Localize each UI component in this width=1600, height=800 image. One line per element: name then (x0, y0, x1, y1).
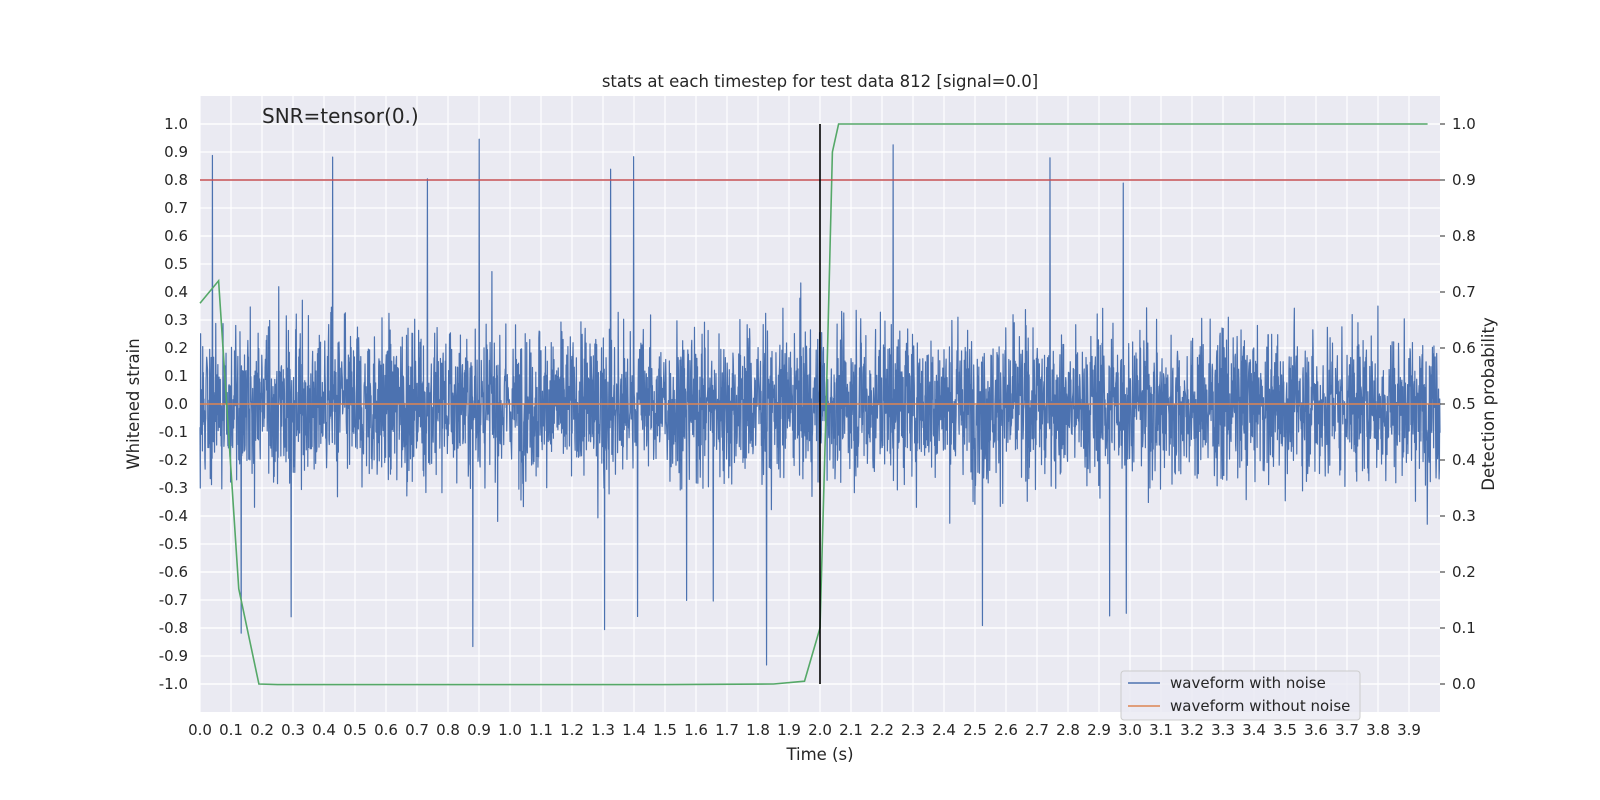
y2-tick-label: 0.7 (1452, 283, 1476, 301)
x-tick-label: 0.3 (281, 721, 305, 739)
y2-axis-label: Detection probability (1479, 317, 1498, 491)
y-tick-label: -0.4 (159, 507, 188, 525)
x-tick-label: 3.6 (1304, 721, 1328, 739)
y-tick-label: 0.6 (164, 227, 188, 245)
x-tick-label: 3.1 (1149, 721, 1173, 739)
series-line-detection-probability (199, 123, 1428, 686)
x-tick-label: 0.5 (343, 721, 367, 739)
x-tick-label: 1.0 (498, 721, 522, 739)
y-tick-label: 0.0 (164, 395, 188, 413)
x-tick-label: 1.8 (746, 721, 770, 739)
x-tick-label: 3.3 (1211, 721, 1235, 739)
y2-tick-label: 0.5 (1452, 395, 1476, 413)
y-tick-label: -0.5 (159, 535, 188, 553)
x-tick-label: 2.3 (901, 721, 925, 739)
y2-tick-label: 0.9 (1452, 171, 1476, 189)
legend-box (1120, 670, 1361, 721)
y-tick-label: -0.3 (159, 479, 188, 497)
x-tick-label: 2.9 (1087, 721, 1111, 739)
x-tick-label: 0.7 (405, 721, 429, 739)
x-axis-ticks: 0.0 0.1 0.2 0.3 0.4 0.5 0.6 0.7 0.8 0.9 1.0 1.1 1.2 1… (188, 721, 1421, 739)
y-tick-label: -0.9 (159, 647, 188, 665)
x-tick-label: 1.2 (560, 721, 584, 739)
x-tick-label: 2.1 (839, 721, 863, 739)
x-tick-label: 3.0 (1118, 721, 1142, 739)
x-tick-label: 0.4 (312, 721, 336, 739)
y-tick-label: 0.3 (164, 311, 188, 329)
snr-annotation: SNR=tensor(0.) (262, 104, 419, 128)
series-lines (199, 123, 1440, 686)
legend-label-clean: waveform without noise (1170, 697, 1350, 715)
y-axis-ticks: 1.0 0.9 0.8 0.7 0.6 0.5 0.4 0.3 0.2 0.1 0.0 -0.1 -0.… (159, 115, 188, 693)
y-tick-label: -0.1 (159, 423, 188, 441)
x-tick-label: 2.6 (994, 721, 1018, 739)
y-tick-label: 0.9 (164, 143, 188, 161)
y-tick-label: -0.2 (159, 451, 188, 469)
x-tick-label: 2.4 (932, 721, 956, 739)
y-tick-label: 0.8 (164, 171, 188, 189)
x-tick-label: 3.8 (1366, 721, 1390, 739)
x-tick-label: 1.6 (684, 721, 708, 739)
legend: waveform with noise waveform without noi… (1120, 670, 1361, 721)
x-tick-label: 3.9 (1397, 721, 1421, 739)
legend-label-noise: waveform with noise (1170, 674, 1326, 692)
x-tick-label: 3.4 (1242, 721, 1266, 739)
x-tick-label: 2.5 (963, 721, 987, 739)
x-tick-label: 1.4 (622, 721, 646, 739)
x-axis-label: Time (s) (785, 745, 853, 764)
y2-tick-label: 0.3 (1452, 507, 1476, 525)
y2-tick-label: 0.1 (1452, 619, 1476, 637)
x-tick-label: 0.8 (436, 721, 460, 739)
y2-tick-label: 0.4 (1452, 451, 1476, 469)
y2-tick-label: 1.0 (1452, 115, 1476, 133)
y-tick-label: -0.6 (159, 563, 188, 581)
x-tick-label: 2.8 (1056, 721, 1080, 739)
x-tick-label: 1.7 (715, 721, 739, 739)
y2-tick-label: 0.0 (1452, 675, 1476, 693)
x-tick-label: 0.9 (467, 721, 491, 739)
y-tick-label: 0.7 (164, 199, 188, 217)
x-tick-label: 1.1 (529, 721, 553, 739)
y2-axis-ticks: 1.0 0.9 0.8 0.7 0.6 0.5 0.4 0.3 0.2 0.1 0.0 (1440, 115, 1476, 693)
y-axis-label: Whitened strain (124, 338, 143, 469)
y2-tick-label: 0.8 (1452, 227, 1476, 245)
y-tick-label: -1.0 (159, 675, 188, 693)
x-tick-label: 2.2 (870, 721, 894, 739)
y-tick-label: 0.4 (164, 283, 188, 301)
y-tick-label: 1.0 (164, 115, 188, 133)
chart-title: stats at each timestep for test data 812… (602, 72, 1038, 91)
y-tick-label: 0.1 (164, 367, 188, 385)
x-tick-label: 3.2 (1180, 721, 1204, 739)
x-tick-label: 2.0 (808, 721, 832, 739)
x-tick-label: 3.5 (1273, 721, 1297, 739)
y-tick-label: 0.5 (164, 255, 188, 273)
x-tick-label: 0.0 (188, 721, 212, 739)
x-tick-label: 0.6 (374, 721, 398, 739)
y-tick-label: -0.7 (159, 591, 188, 609)
x-tick-label: 3.7 (1335, 721, 1359, 739)
y-tick-label: -0.8 (159, 619, 188, 637)
y2-tick-label: 0.2 (1452, 563, 1476, 581)
x-tick-label: 0.2 (250, 721, 274, 739)
x-tick-label: 1.5 (653, 721, 677, 739)
x-tick-label: 0.1 (219, 721, 243, 739)
x-tick-label: 1.3 (591, 721, 615, 739)
y-tick-label: 0.2 (164, 339, 188, 357)
y2-tick-label: 0.6 (1452, 339, 1476, 357)
x-tick-label: 2.7 (1025, 721, 1049, 739)
x-tick-label: 1.9 (777, 721, 801, 739)
